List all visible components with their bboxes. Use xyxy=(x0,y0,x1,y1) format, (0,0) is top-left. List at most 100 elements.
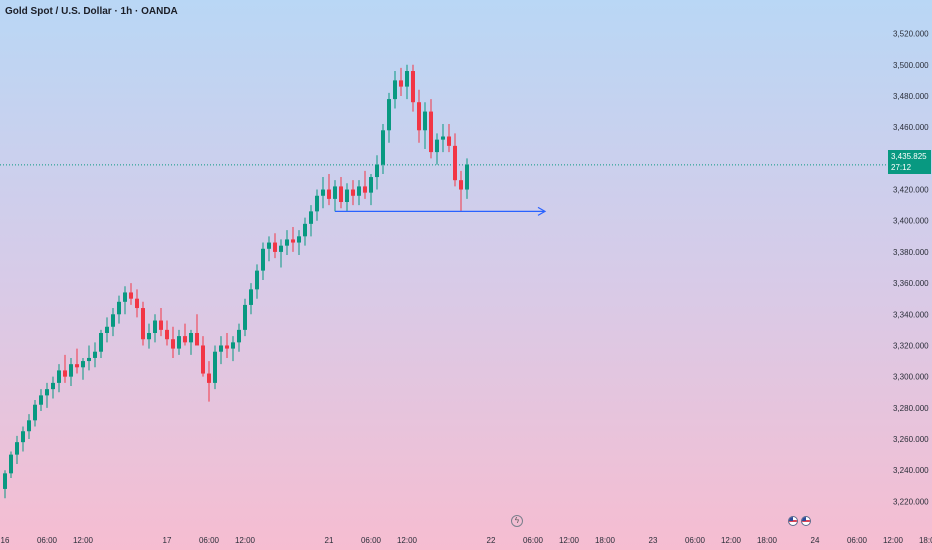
candle-body[interactable] xyxy=(177,336,181,349)
candle-body[interactable] xyxy=(129,292,133,299)
candle-body[interactable] xyxy=(273,242,277,252)
candle-body[interactable] xyxy=(381,130,385,165)
candle-body[interactable] xyxy=(159,320,163,330)
candle-body[interactable] xyxy=(105,326,109,333)
candle-body[interactable] xyxy=(165,329,169,340)
candle-body[interactable] xyxy=(9,454,13,474)
candle-body[interactable] xyxy=(249,289,253,305)
candle-body[interactable] xyxy=(447,136,451,146)
candle-body[interactable] xyxy=(369,177,373,193)
candle-body[interactable] xyxy=(111,314,115,327)
chart-title: Gold Spot / U.S. Dollar · 1h · OANDA xyxy=(5,6,178,17)
y-tick-label: 3,520.000 xyxy=(893,30,929,39)
candle-body[interactable] xyxy=(435,139,439,153)
candle-body[interactable] xyxy=(261,248,265,271)
x-tick-label: 12:00 xyxy=(883,536,904,545)
candle-body[interactable] xyxy=(279,245,283,252)
candle-body[interactable] xyxy=(3,473,7,489)
candle-body[interactable] xyxy=(147,332,151,340)
candle-body[interactable] xyxy=(27,420,31,432)
candle-body[interactable] xyxy=(297,236,301,243)
x-tick-label: 06:00 xyxy=(847,536,868,545)
candle-body[interactable] xyxy=(357,186,361,196)
candle-body[interactable] xyxy=(441,136,445,140)
candle-body[interactable] xyxy=(201,345,205,374)
candle-body[interactable] xyxy=(303,223,307,237)
candle-body[interactable] xyxy=(93,351,97,358)
candle-body[interactable] xyxy=(351,189,355,196)
candle-body[interactable] xyxy=(15,442,19,455)
candle-body[interactable] xyxy=(33,404,37,421)
candle-body[interactable] xyxy=(327,189,331,199)
x-tick-label: 12:00 xyxy=(235,536,256,545)
candle-body[interactable] xyxy=(387,99,391,131)
candle-body[interactable] xyxy=(207,373,211,383)
current-price-countdown: 27:12 xyxy=(891,163,912,172)
candle-body[interactable] xyxy=(21,431,25,443)
x-tick-label: 22 xyxy=(487,536,496,545)
candle-body[interactable] xyxy=(183,336,187,343)
candle-body[interactable] xyxy=(195,332,199,346)
candle-body[interactable] xyxy=(63,370,67,377)
us-flag-icon[interactable] xyxy=(788,516,798,526)
candle-body[interactable] xyxy=(231,342,235,349)
candle-body[interactable] xyxy=(321,189,325,196)
candle-body[interactable] xyxy=(417,102,421,131)
candle-body[interactable] xyxy=(345,189,349,203)
x-tick-label: 06:00 xyxy=(361,536,382,545)
candle-body[interactable] xyxy=(51,382,55,390)
candle-body[interactable] xyxy=(309,211,313,224)
candle-body[interactable] xyxy=(135,298,139,309)
candle-body[interactable] xyxy=(285,239,289,246)
candle-body[interactable] xyxy=(315,195,319,212)
candle-body[interactable] xyxy=(393,80,397,100)
candle-body[interactable] xyxy=(39,395,43,405)
x-tick-label: 18:00 xyxy=(595,536,616,545)
candle-body[interactable] xyxy=(411,71,415,103)
y-tick-label: 3,300.000 xyxy=(893,373,929,382)
candle-body[interactable] xyxy=(237,329,241,343)
y-tick-label: 3,280.000 xyxy=(893,404,929,413)
candle-body[interactable] xyxy=(75,364,79,368)
candle-body[interactable] xyxy=(69,364,73,377)
y-tick-label: 3,320.000 xyxy=(893,341,929,350)
candle-body[interactable] xyxy=(255,270,259,290)
candle-body[interactable] xyxy=(267,242,271,249)
candle-body[interactable] xyxy=(363,186,367,193)
candle-body[interactable] xyxy=(141,308,145,340)
candle-body[interactable] xyxy=(171,339,175,349)
candle-body[interactable] xyxy=(405,71,409,87)
candle-body[interactable] xyxy=(339,186,343,203)
candle-body[interactable] xyxy=(225,345,229,349)
candle-body[interactable] xyxy=(429,111,433,153)
candle-body[interactable] xyxy=(243,304,247,330)
candle-body[interactable] xyxy=(399,80,403,87)
candle-body[interactable] xyxy=(123,292,127,302)
candle-body[interactable] xyxy=(45,389,49,396)
candle-body[interactable] xyxy=(453,145,457,181)
x-tick-label: 12:00 xyxy=(721,536,742,545)
candle-body[interactable] xyxy=(423,111,427,131)
candle-body[interactable] xyxy=(333,186,337,199)
candle-body[interactable] xyxy=(189,332,193,343)
candle-body[interactable] xyxy=(219,345,223,352)
current-price-tag: 3,435.825 27:12 xyxy=(888,150,931,174)
candle-body[interactable] xyxy=(465,164,469,190)
candle-body[interactable] xyxy=(99,332,103,352)
x-tick-label: 18:00 xyxy=(757,536,778,545)
candle-body[interactable] xyxy=(57,370,61,383)
candle-body[interactable] xyxy=(153,320,157,333)
x-tick-label: 23 xyxy=(649,536,658,545)
candle-body[interactable] xyxy=(213,351,217,383)
lightning-icon[interactable]: ϟ xyxy=(511,515,523,527)
candle-body[interactable] xyxy=(459,180,463,190)
candle-body[interactable] xyxy=(291,239,295,243)
x-tick-label: 06:00 xyxy=(523,536,544,545)
candle-body[interactable] xyxy=(81,361,85,368)
us-flag-icon[interactable] xyxy=(801,516,811,526)
candle-body[interactable] xyxy=(117,301,121,315)
candle-body[interactable] xyxy=(375,164,379,178)
candle-body[interactable] xyxy=(87,357,91,362)
